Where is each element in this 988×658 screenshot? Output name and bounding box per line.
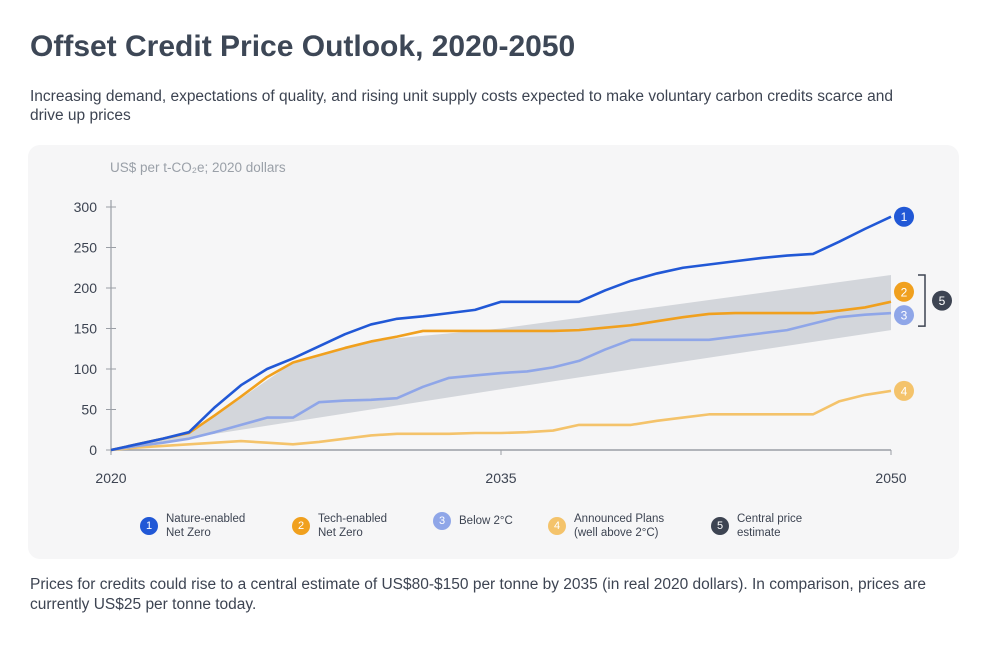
legend-label: Central price estimate bbox=[737, 513, 803, 539]
series-line-4 bbox=[110, 389, 892, 452]
legend-marker-1: 1 bbox=[140, 517, 158, 535]
legend-item-tech-enabled: 2 Tech-enabled Net Zero bbox=[292, 512, 387, 540]
x-tick-label: 2035 bbox=[485, 470, 516, 486]
legend-marker-3: 3 bbox=[433, 512, 451, 530]
series-line-2 bbox=[110, 300, 892, 452]
legend-label: Below 2°C bbox=[459, 515, 513, 527]
y-tick-label: 0 bbox=[89, 442, 97, 458]
y-tick-label: 100 bbox=[74, 361, 98, 377]
chart-subtitle: Increasing demand, expectations of quali… bbox=[30, 88, 894, 124]
legend-label: Announced Plans (well above 2°C) bbox=[574, 513, 665, 539]
y-tick-label: 50 bbox=[81, 402, 97, 418]
legend-marker-4: 4 bbox=[548, 517, 566, 535]
x-tick-label: 2050 bbox=[875, 470, 906, 486]
series-end-marker-4 bbox=[894, 380, 914, 401]
y-tick-label: 150 bbox=[74, 321, 98, 337]
series-line-3 bbox=[110, 311, 892, 452]
legend-marker-5: 5 bbox=[711, 517, 729, 535]
footnote: Prices for credits could rise to a centr… bbox=[30, 576, 927, 613]
chart-title: Offset Credit Price Outlook, 2020-2050 bbox=[30, 30, 576, 63]
legend-label: Tech-enabled Net Zero bbox=[318, 513, 388, 539]
central-estimate-band bbox=[111, 275, 891, 450]
series-end-marker-3 bbox=[894, 305, 914, 326]
central-estimate-marker bbox=[932, 290, 952, 311]
series-line-1 bbox=[110, 215, 892, 452]
series-end-marker-2 bbox=[894, 281, 914, 302]
y-tick-label: 300 bbox=[74, 199, 98, 215]
legend-label: Nature-enabled Net Zero bbox=[166, 513, 246, 539]
series-end-marker-1 bbox=[894, 206, 914, 227]
legend-item-central-estimate: 5 Central price estimate bbox=[711, 512, 802, 540]
series-end-marker-label: 1 bbox=[901, 210, 908, 224]
series-end-marker-label: 2 bbox=[901, 285, 908, 299]
central-estimate-marker-label: 5 bbox=[939, 294, 946, 308]
legend-item-below-2c: 3 Below 2°C bbox=[433, 512, 513, 530]
central-estimate-bracket bbox=[918, 274, 926, 327]
legend-marker-2: 2 bbox=[292, 517, 310, 535]
series-end-marker-label: 3 bbox=[901, 309, 908, 323]
series-end-marker-label: 4 bbox=[901, 384, 908, 398]
legend-item-nature-enabled: 1 Nature-enabled Net Zero bbox=[140, 512, 245, 540]
y-axis-label: US$ per t-CO₂e; 2020 dollars bbox=[110, 160, 286, 175]
legend-item-announced-plans: 4 Announced Plans (well above 2°C) bbox=[548, 512, 664, 540]
x-tick-label: 2020 bbox=[95, 470, 126, 486]
y-tick-label: 250 bbox=[74, 240, 98, 256]
y-tick-label: 200 bbox=[74, 280, 98, 296]
